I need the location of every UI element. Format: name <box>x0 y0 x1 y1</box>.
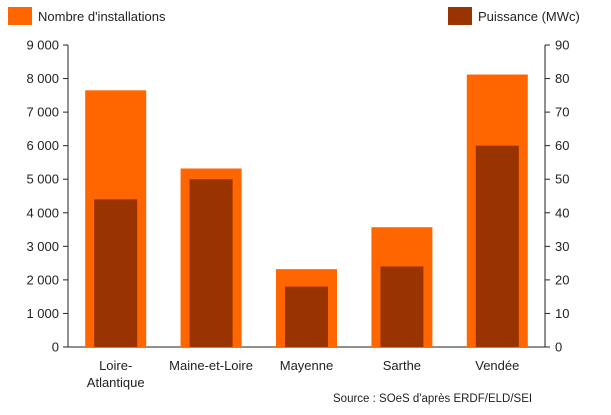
legend-swatch-installations <box>8 7 32 25</box>
bar-puissance <box>94 199 138 347</box>
category-label: Mayenne <box>280 358 333 373</box>
category-labels: Loire- Atlantique Maine-et-Loire Mayenne Sar… <box>87 358 520 390</box>
y-left-tick-label: 2 000 <box>26 272 59 287</box>
bar-puissance <box>285 286 328 347</box>
y-right-tick-label: 90 <box>555 38 569 53</box>
y-left-tick-label: 5 000 <box>26 172 59 187</box>
category-label: Loire- <box>99 358 132 373</box>
y-left-tick-label: 9 000 <box>26 38 59 53</box>
y-right-tick-label: 10 <box>555 306 569 321</box>
category-label: Sarthe <box>383 358 421 373</box>
bar-puissance <box>475 145 519 347</box>
bars <box>85 74 528 348</box>
y-left-tick-label: 4 000 <box>26 205 59 220</box>
category-label: Atlantique <box>87 375 145 390</box>
y-left-tick-label: 3 000 <box>26 239 59 254</box>
bar-puissance <box>380 266 424 347</box>
legend-swatch-puissance <box>448 7 472 25</box>
category-label: Maine-et-Loire <box>169 358 253 373</box>
axes: 0 1 000 2 000 3 000 4 000 5 000 6 000 7 000 8 00… <box>26 38 569 355</box>
y-left-tick-label: 6 000 <box>26 138 59 153</box>
source-note: Source : SOeS d'après ERDF/ELD/SEI <box>333 393 533 405</box>
y-right-tick-label: 40 <box>555 205 569 220</box>
y-right-tick-label: 80 <box>555 71 569 86</box>
y-left-tick-label: 8 000 <box>26 71 59 86</box>
y-right-tick-label: 0 <box>555 340 562 355</box>
y-right-tick-label: 50 <box>555 172 569 187</box>
legend-label-puissance: Puissance (MWc) <box>478 8 580 24</box>
y-right-tick-label: 20 <box>555 272 569 287</box>
y-right-tick-label: 60 <box>555 138 569 153</box>
legend-label-installations: Nombre d'installations <box>38 8 166 24</box>
y-left-tick-label: 7 000 <box>26 105 59 120</box>
y-right-tick-label: 70 <box>555 105 569 120</box>
bar-puissance <box>189 179 233 347</box>
y-left-tick-label: 0 <box>52 340 59 355</box>
legend-puissance: Puissance (MWc) <box>448 6 580 26</box>
y-right-tick-label: 30 <box>555 239 569 254</box>
legend-installations: Nombre d'installations <box>8 6 166 26</box>
y-left-tick-label: 1 000 <box>26 306 59 321</box>
category-label: Vendée <box>475 358 519 373</box>
